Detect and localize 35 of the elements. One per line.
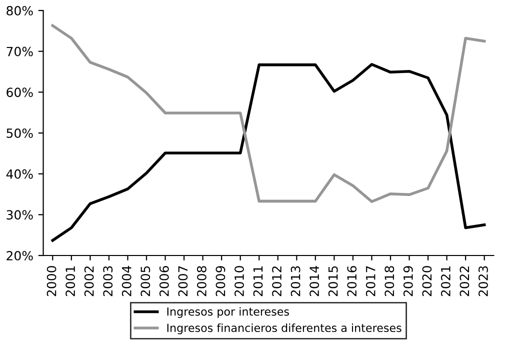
x-tick-label: 2004 [122,266,132,296]
x-tick-label: 2001 [66,266,76,296]
x-tick-label: 2006 [159,266,169,296]
x-tick-label: 2003 [103,266,113,296]
x-tick-label: 2019 [403,266,413,296]
x-tick-label: 2016 [347,266,357,296]
line-series [51,63,486,242]
x-tick-label: 2012 [272,266,282,296]
x-tick-label: 2022 [460,266,470,296]
x-tick-label: 2017 [366,266,376,296]
legend-label: Ingresos por intereses [167,307,289,318]
line-series [51,24,486,203]
x-tick-label: 2010 [234,266,244,296]
x-tick-label: 2005 [140,266,150,296]
y-tick-label: 40% [6,169,33,179]
y-tick-label: 50% [6,128,33,138]
x-tick-label: 2018 [384,266,394,296]
y-tick-label: 30% [6,210,33,220]
x-tick-label: 2021 [440,266,450,296]
x-tick-label: 2007 [178,266,188,296]
x-tick-label: 2008 [196,266,206,296]
y-tick-label: 20% [6,250,33,260]
x-tick-label: 2015 [328,266,338,296]
x-tick-label: 2009 [216,266,226,296]
x-tick-label: 2002 [84,266,94,296]
y-tick-label: 80% [6,6,33,16]
x-tick-label: 2013 [290,266,300,296]
legend-label: Ingresos financieros diferentes a intereses [167,323,402,334]
x-tick-label: 2000 [46,266,56,296]
x-tick-label: 2020 [422,266,432,296]
x-tick-label: 2023 [478,266,488,296]
x-tick-label: 2011 [253,266,263,296]
y-tick-label: 70% [6,46,33,56]
x-tick-label: 2014 [310,266,320,296]
y-tick-label: 60% [6,88,33,98]
